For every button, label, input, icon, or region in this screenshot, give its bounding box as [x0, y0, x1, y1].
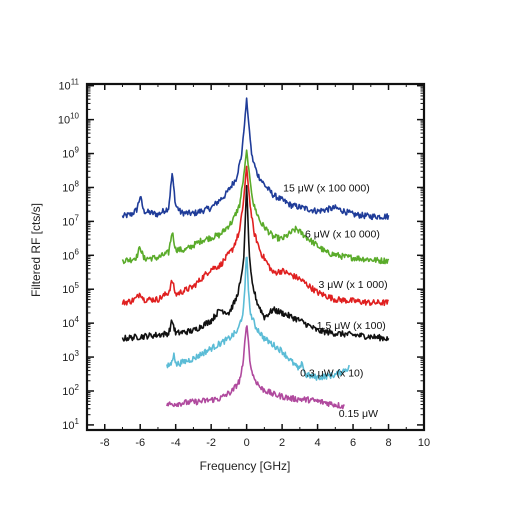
y-tick-label: 1011 — [58, 78, 79, 93]
series-line-1 — [121, 149, 390, 265]
y-tick-label: 105 — [62, 281, 79, 296]
y-tick-label: 104 — [62, 315, 79, 330]
y-tick-label: 108 — [62, 179, 79, 194]
series-line-2 — [121, 165, 390, 307]
series-line-5 — [166, 325, 345, 410]
x-tick-label: -2 — [206, 437, 216, 449]
series-labels: 15 μW (x 100 000) 6 μW (x 10 000) 3 μW (x … — [283, 182, 387, 420]
y-tick-label: 101 — [62, 417, 79, 432]
x-axis-title: Frequency [GHz] — [200, 459, 291, 473]
y-axis-title: Filtered RF [cts/s] — [29, 203, 43, 297]
series-line-3 — [121, 184, 390, 342]
x-axis: -8 -6 -4 -2 0 2 4 6 8 10 — [86, 84, 430, 449]
x-tick-label: -4 — [171, 437, 181, 449]
x-tick-label: -6 — [135, 437, 145, 449]
y-tick-label: 106 — [62, 247, 79, 262]
y-tick-label: 109 — [62, 146, 79, 161]
y-axis: 101 102 103 104 105 106 107 108 109 1010 1011 — [58, 78, 424, 432]
series-label-1: 6 μW (x 10 000) — [305, 228, 380, 240]
x-tick-label: 0 — [244, 437, 250, 449]
x-tick-label: 6 — [350, 437, 356, 449]
series-line-4 — [166, 256, 350, 381]
series-label-3: 1.5 μW (x 100) — [317, 320, 386, 332]
x-tick-label: 2 — [279, 437, 285, 449]
x-tick-label: -8 — [100, 437, 110, 449]
series-label-5: 0.15 μW — [339, 408, 378, 420]
series-label-0: 15 μW (x 100 000) — [283, 182, 370, 194]
series-group — [121, 97, 390, 410]
series-label-4: 0.3 μW (x 10) — [300, 367, 363, 379]
x-tick-label: 4 — [315, 437, 321, 449]
x-tick-label: 10 — [418, 437, 430, 449]
series-line-0 — [121, 97, 390, 221]
series-label-2: 3 μW (x 1 000) — [319, 279, 388, 291]
y-tick-label: 1010 — [58, 112, 80, 127]
y-tick-label: 103 — [62, 349, 79, 364]
y-tick-label: 102 — [62, 383, 79, 398]
x-tick-label: 8 — [385, 437, 391, 449]
y-tick-label: 107 — [62, 213, 79, 228]
